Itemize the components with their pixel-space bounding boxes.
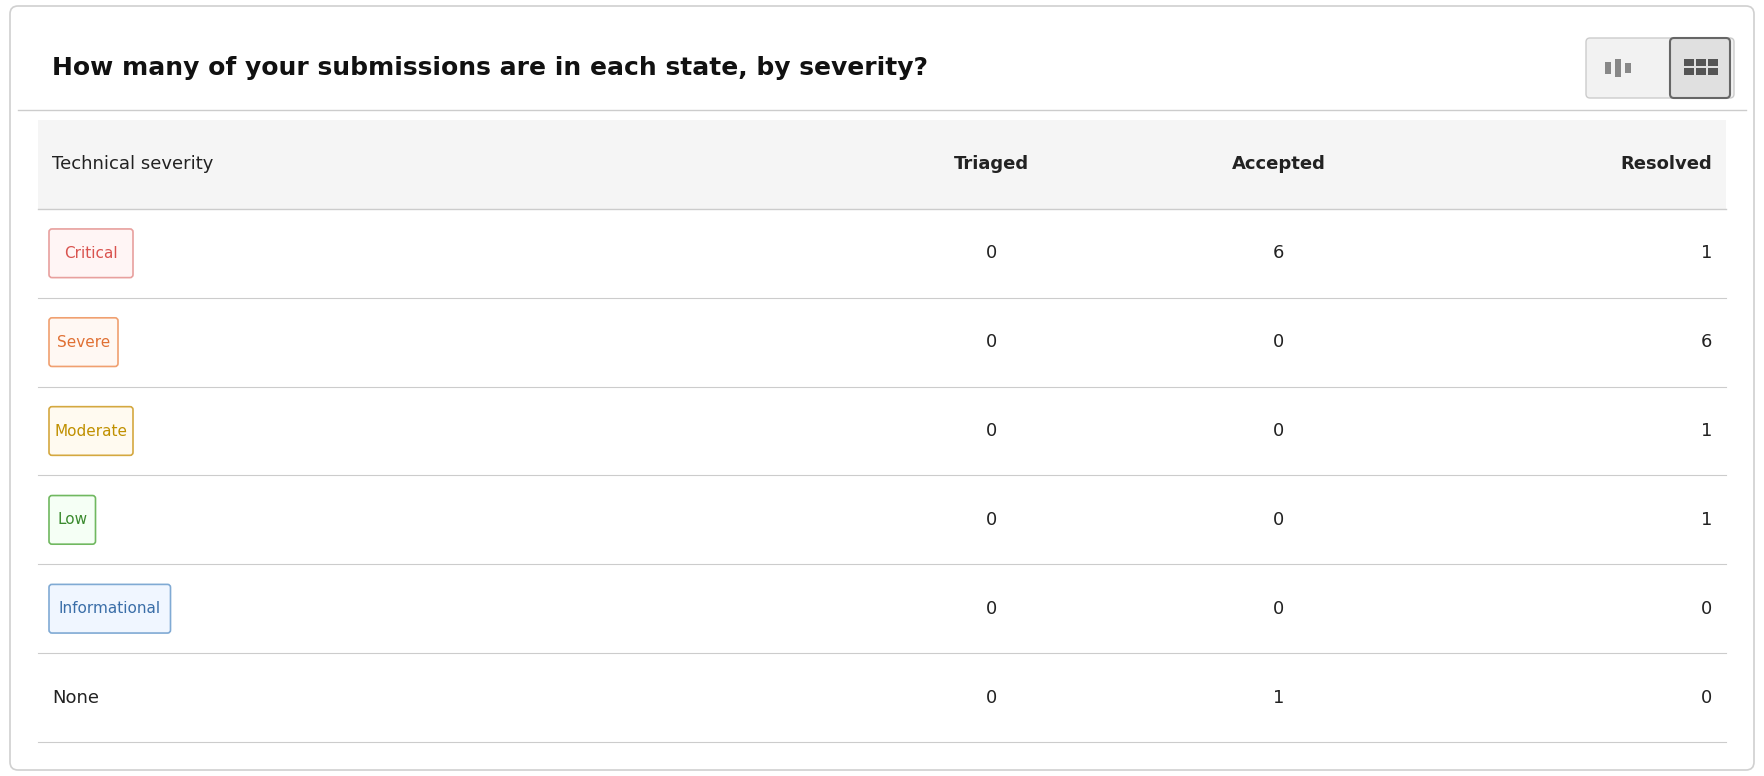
Text: 0: 0	[1274, 422, 1284, 440]
Text: 0: 0	[986, 600, 997, 618]
Text: Triaged: Triaged	[954, 155, 1028, 173]
Text: Low: Low	[56, 512, 86, 528]
Text: Technical severity: Technical severity	[51, 155, 213, 173]
FancyBboxPatch shape	[1671, 38, 1730, 98]
Bar	[1685, 68, 1693, 75]
Text: 0: 0	[986, 333, 997, 352]
Text: 6: 6	[1700, 333, 1713, 352]
FancyBboxPatch shape	[1586, 38, 1734, 98]
Text: 1: 1	[1700, 422, 1713, 440]
Text: 0: 0	[986, 422, 997, 440]
Text: 0: 0	[1274, 600, 1284, 618]
Bar	[1605, 62, 1611, 74]
Bar	[1708, 68, 1718, 75]
Bar	[39, 298, 1725, 386]
Bar	[1695, 59, 1706, 66]
Text: Critical: Critical	[64, 246, 118, 261]
FancyBboxPatch shape	[49, 229, 132, 278]
Bar	[39, 209, 1725, 298]
Text: 0: 0	[1274, 333, 1284, 352]
Text: Severe: Severe	[56, 334, 109, 350]
Bar	[39, 386, 1725, 476]
Text: 1: 1	[1700, 244, 1713, 262]
Text: 0: 0	[1274, 511, 1284, 529]
Bar	[39, 120, 1725, 209]
Text: 0: 0	[986, 244, 997, 262]
Bar	[1708, 59, 1718, 66]
Bar	[1695, 68, 1706, 75]
Text: How many of your submissions are in each state, by severity?: How many of your submissions are in each…	[51, 56, 928, 80]
FancyBboxPatch shape	[11, 6, 1753, 770]
Text: 6: 6	[1274, 244, 1284, 262]
FancyBboxPatch shape	[49, 584, 171, 633]
Text: 0: 0	[986, 688, 997, 707]
Bar	[39, 476, 1725, 564]
Text: Resolved: Resolved	[1621, 155, 1713, 173]
Text: Moderate: Moderate	[55, 424, 127, 438]
Bar	[1616, 59, 1621, 77]
Bar	[1625, 63, 1632, 73]
Text: 0: 0	[986, 511, 997, 529]
Text: Informational: Informational	[58, 601, 161, 616]
Text: 1: 1	[1700, 511, 1713, 529]
Bar	[39, 653, 1725, 742]
FancyBboxPatch shape	[49, 407, 132, 456]
FancyBboxPatch shape	[49, 496, 95, 544]
FancyBboxPatch shape	[49, 318, 118, 366]
Bar	[39, 564, 1725, 653]
Text: 1: 1	[1274, 688, 1284, 707]
Text: Accepted: Accepted	[1231, 155, 1325, 173]
Text: None: None	[51, 688, 99, 707]
Bar	[1685, 59, 1693, 66]
Text: 0: 0	[1700, 600, 1713, 618]
Text: 0: 0	[1700, 688, 1713, 707]
